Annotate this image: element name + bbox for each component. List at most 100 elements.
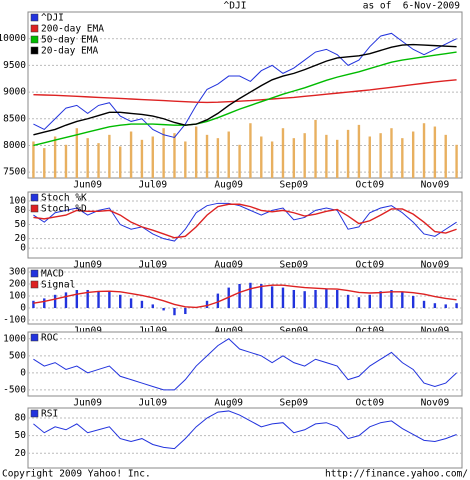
bar — [43, 148, 46, 178]
bar — [455, 303, 458, 309]
bar — [401, 138, 404, 178]
bar — [325, 288, 328, 309]
bar — [303, 133, 306, 178]
bar — [32, 141, 35, 178]
bar — [162, 308, 165, 311]
y-tick-label: 200 — [9, 278, 26, 289]
line — [33, 51, 457, 147]
y-tick-label: 0 — [20, 367, 26, 378]
bar — [336, 139, 339, 178]
x-tick-label: Sep09 — [280, 398, 309, 409]
bar — [238, 144, 241, 178]
bar — [379, 291, 382, 309]
line — [33, 32, 457, 138]
y-tick-label: 8000 — [3, 140, 26, 151]
y-tick-label: 7500 — [3, 167, 26, 178]
copyright: Copyright 2009 Yahoo! Inc. — [2, 469, 151, 480]
x-tick-label: Nov09 — [421, 398, 450, 409]
x-tick-label: Jul09 — [138, 398, 167, 409]
y-tick-label: 9500 — [3, 60, 26, 71]
bar — [270, 286, 274, 309]
bar — [119, 294, 122, 309]
bar — [64, 144, 68, 178]
bar — [173, 133, 176, 178]
bar — [260, 283, 263, 309]
bar — [194, 126, 198, 178]
bar — [140, 139, 144, 178]
y-tick-label: 500 — [9, 350, 26, 361]
x-tick-label: Oct09 — [355, 326, 384, 337]
bar — [86, 138, 89, 178]
x-tick-label: Jul09 — [138, 260, 167, 271]
bar — [53, 294, 57, 309]
x-tick-label: Sep09 — [280, 260, 309, 271]
legend-swatch — [30, 269, 39, 278]
bar — [368, 294, 371, 309]
y-tick-label: 1000 — [3, 333, 26, 344]
bar — [140, 300, 144, 309]
y-tick-label: -100 — [3, 315, 26, 326]
x-tick-label: Nov09 — [421, 326, 450, 337]
bar — [444, 134, 447, 178]
legend-label: 20-day EMA — [41, 46, 98, 57]
bar — [108, 291, 111, 309]
legend-swatch — [30, 13, 39, 22]
legend-swatch — [30, 46, 39, 55]
bar — [43, 298, 46, 309]
x-tick-label: Nov09 — [421, 260, 450, 271]
line — [33, 202, 457, 242]
bar — [205, 134, 209, 178]
x-tick-label: Jun09 — [73, 398, 102, 409]
bar — [346, 294, 350, 309]
bar — [390, 128, 393, 178]
chart-title: ^DJI — [224, 1, 247, 12]
bar — [357, 297, 361, 309]
y-tick-label: 100 — [9, 195, 26, 206]
bar — [292, 138, 296, 178]
bar — [151, 304, 154, 309]
y-tick-label: 10000 — [0, 33, 26, 44]
legend-label: Signal — [41, 280, 75, 291]
bar — [227, 131, 230, 178]
bar — [97, 143, 100, 178]
bar — [75, 128, 79, 178]
source-url: http://finance.yahoo.com/ — [325, 469, 468, 480]
bar — [314, 289, 317, 309]
line — [33, 410, 457, 450]
bar — [151, 136, 154, 178]
bar — [346, 129, 350, 178]
bar — [119, 146, 122, 178]
bar — [238, 283, 241, 309]
bar — [53, 136, 57, 178]
bar — [411, 131, 415, 178]
y-tick-label: 100 — [9, 291, 26, 302]
bar — [368, 136, 371, 178]
y-tick-label: 20 — [15, 233, 27, 244]
y-tick-label: 0 — [20, 303, 26, 314]
bar — [303, 291, 306, 309]
bar — [108, 134, 111, 178]
line — [33, 79, 457, 104]
y-tick-label: 80 — [15, 205, 27, 216]
x-tick-label: Jul09 — [138, 326, 167, 337]
x-tick-label: Sep09 — [280, 180, 309, 191]
legend-label: Stoch %D — [41, 204, 87, 215]
bar — [455, 144, 458, 178]
legend-swatch — [30, 24, 39, 33]
bar — [216, 138, 220, 178]
bar — [281, 128, 285, 178]
bar — [129, 298, 133, 309]
y-tick-label: 20 — [15, 448, 27, 459]
x-tick-label: Aug09 — [214, 326, 243, 337]
y-tick-label: -500 — [3, 384, 26, 395]
y-tick-label: 0 — [20, 243, 26, 254]
legend-swatch — [30, 193, 39, 202]
bar — [97, 291, 100, 309]
x-tick-label: Oct09 — [355, 398, 384, 409]
bar — [444, 304, 447, 309]
bar — [129, 131, 133, 178]
bar — [314, 119, 317, 178]
legend-swatch — [30, 35, 39, 44]
legend-swatch — [30, 280, 39, 289]
